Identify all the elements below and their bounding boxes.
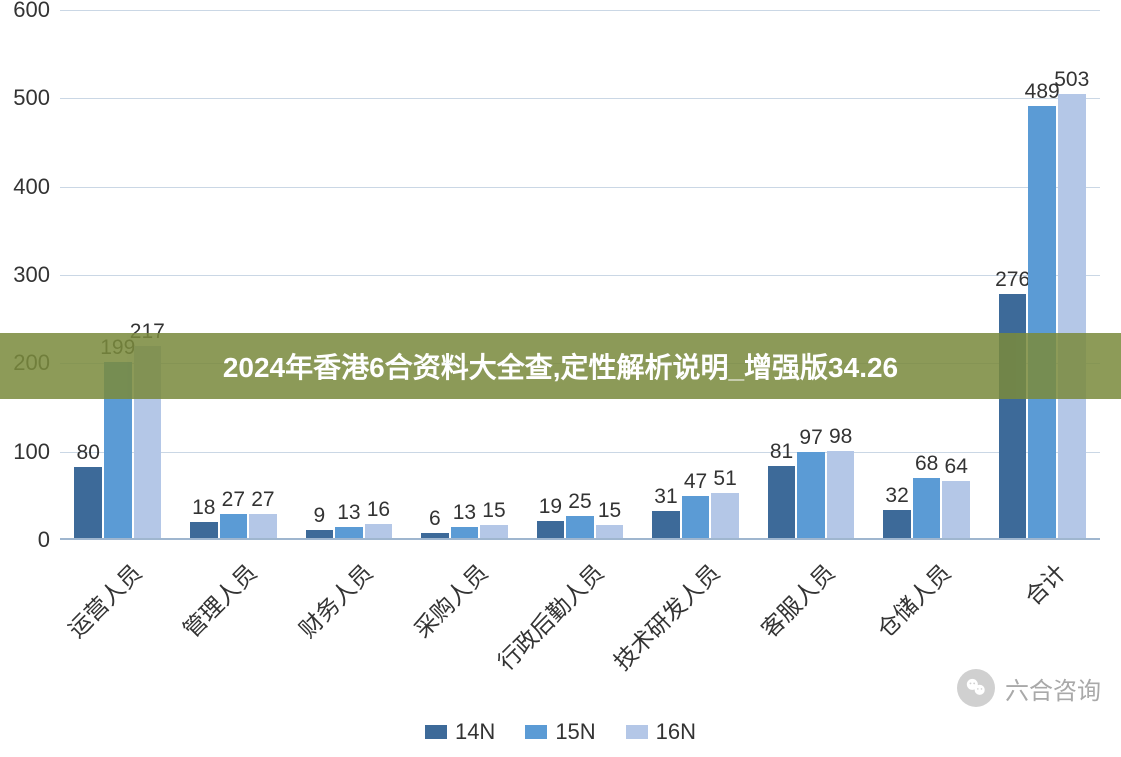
bar [711, 493, 739, 538]
bar [596, 525, 624, 538]
overlay-banner: 2024年香港6合资料大全查,定性解析说明_增强版34.26 [0, 333, 1121, 399]
bar-value-label: 503 [1048, 68, 1096, 92]
xtick-label: 仓储人员 [868, 555, 957, 644]
bar [421, 533, 449, 538]
watermark-text: 六合咨询 [1005, 671, 1101, 706]
bar-group: 182727 [190, 10, 277, 538]
bar [768, 466, 796, 538]
legend-item: 16N [626, 719, 696, 745]
legend-item: 15N [525, 719, 595, 745]
legend-label: 15N [555, 719, 595, 745]
bar [652, 511, 680, 538]
bar-group: 192515 [537, 10, 624, 538]
bar [827, 451, 855, 538]
xtick-label: 管理人员 [174, 555, 263, 644]
bar-value-label: 15 [470, 499, 518, 523]
bar-group: 80199217 [74, 10, 161, 538]
xtick-label: 技术研发人员 [604, 555, 726, 677]
bar [249, 514, 277, 538]
bar [942, 481, 970, 538]
legend-swatch [626, 725, 648, 739]
bar [537, 521, 565, 538]
bar [1028, 106, 1056, 538]
xtick-label: 行政后勤人员 [488, 555, 610, 677]
bar [797, 452, 825, 538]
bar [335, 527, 363, 538]
legend-swatch [525, 725, 547, 739]
bar [220, 514, 248, 538]
bar [913, 478, 941, 538]
ytick-label: 300 [13, 262, 50, 288]
bar-group: 819798 [768, 10, 855, 538]
bar [999, 294, 1027, 538]
bar-value-label: 16 [354, 498, 402, 522]
bar-group: 276489503 [999, 10, 1086, 538]
bar-value-label: 51 [701, 467, 749, 491]
ytick-label: 600 [13, 0, 50, 23]
bar-group: 326864 [883, 10, 970, 538]
bar [682, 496, 710, 538]
wechat-icon [957, 669, 995, 707]
xtick-label: 运营人员 [59, 555, 148, 644]
plot-area: 0100200300400500600801992171827279131661… [60, 10, 1100, 540]
bar-value-label: 64 [932, 455, 980, 479]
bar-group: 61315 [421, 10, 508, 538]
bar-value-label: 98 [817, 425, 865, 449]
bar [451, 527, 479, 538]
bar-value-label: 27 [239, 488, 287, 512]
xtick-label: 采购人员 [405, 555, 494, 644]
chart-legend: 14N 15N 16N [0, 719, 1121, 745]
bar [190, 522, 218, 538]
bar [480, 525, 508, 538]
bar [883, 510, 911, 538]
xtick-label: 财务人员 [290, 555, 379, 644]
overlay-banner-text: 2024年香港6合资料大全查,定性解析说明_增强版34.26 [223, 346, 898, 386]
bar-group: 314751 [652, 10, 739, 538]
legend-label: 14N [455, 719, 495, 745]
legend-item: 14N [425, 719, 495, 745]
xtick-label: 合计 [1016, 555, 1073, 612]
bar [1058, 94, 1086, 538]
bar-value-label: 15 [586, 499, 634, 523]
bar [306, 530, 334, 538]
ytick-label: 400 [13, 174, 50, 200]
legend-label: 16N [656, 719, 696, 745]
ytick-label: 500 [13, 85, 50, 111]
legend-swatch [425, 725, 447, 739]
bar-group: 91316 [306, 10, 393, 538]
ytick-label: 100 [13, 439, 50, 465]
xtick-label: 客服人员 [752, 555, 841, 644]
ytick-label: 0 [38, 527, 50, 553]
watermark: 六合咨询 [957, 669, 1101, 707]
bar [74, 467, 102, 538]
bar-chart: 0100200300400500600801992171827279131661… [0, 0, 1121, 757]
bar [365, 524, 393, 538]
